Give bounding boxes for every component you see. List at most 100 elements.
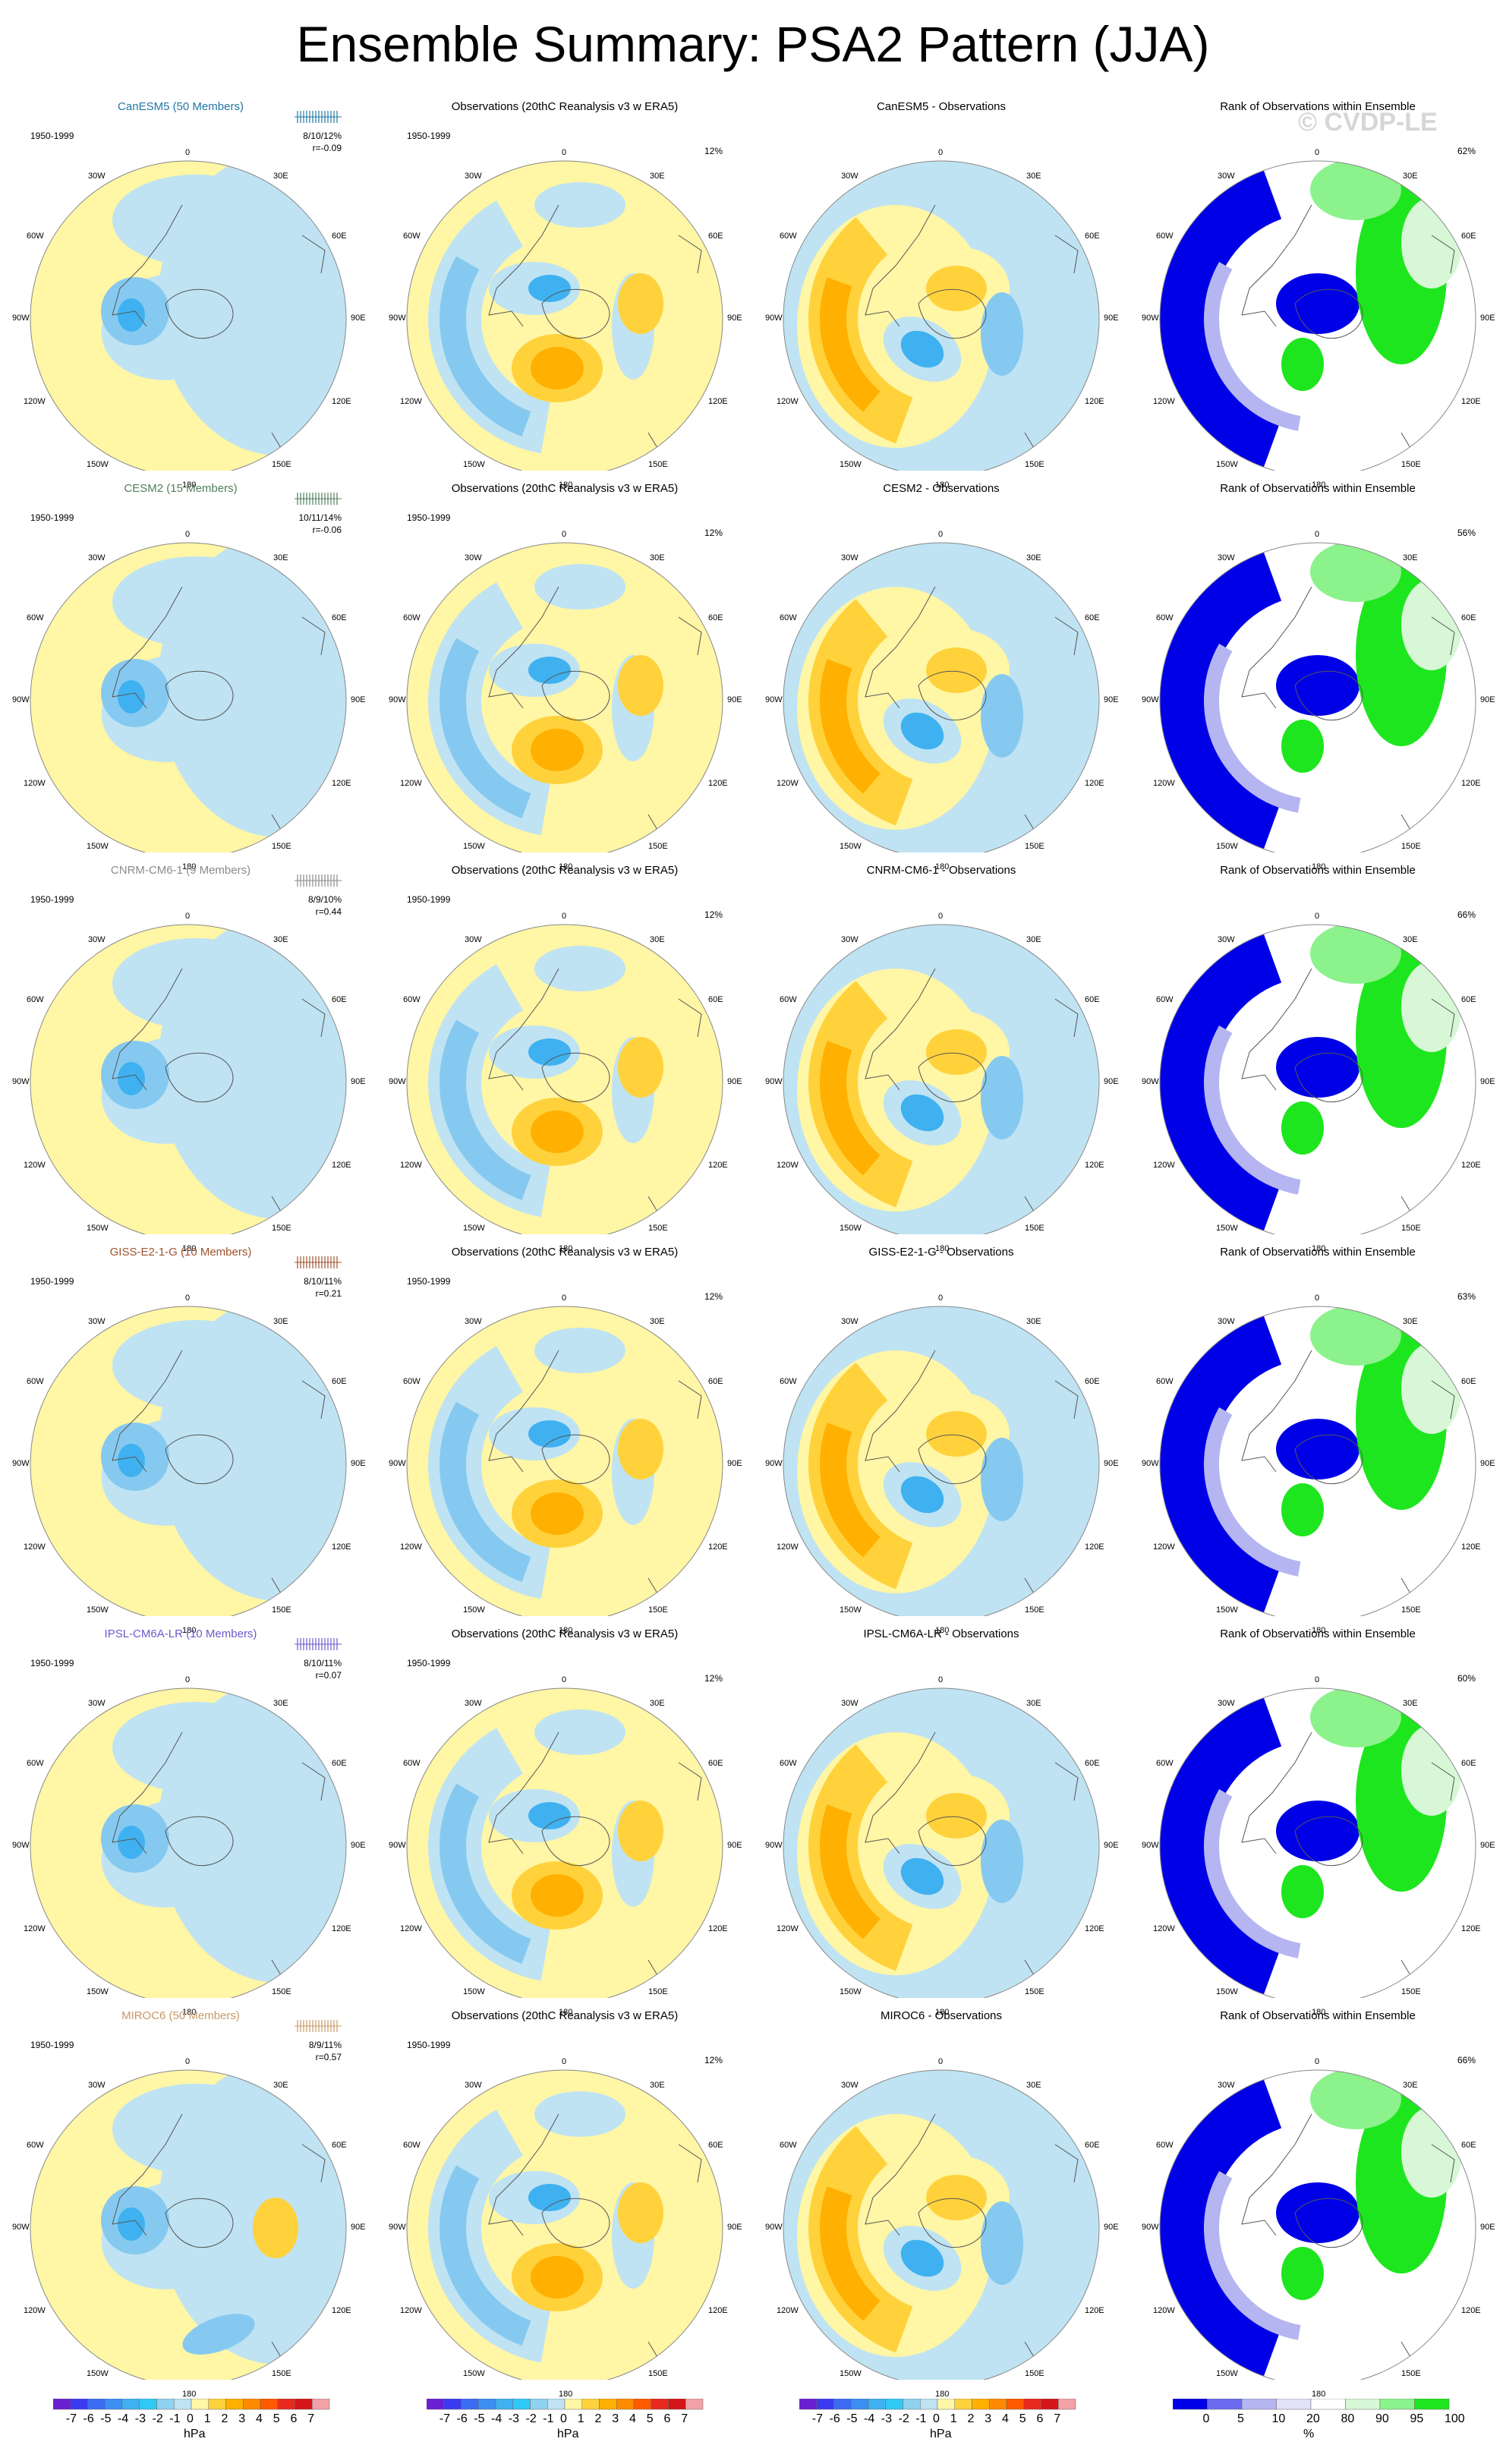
positive-anomaly-core (820, 659, 881, 794)
longitude-label: 30E (1026, 553, 1041, 563)
watermark: © CVDP-LE (1298, 108, 1438, 137)
longitude-label: 90E (1480, 1459, 1495, 1468)
longitude-label: 150E (272, 841, 291, 851)
panel-diff-row-2: CNRM-CM6-1 - Observations 0 180 90W 90E 30W 60… (753, 847, 1130, 1253)
longitude-label: 120E (1084, 1924, 1104, 1933)
negative-anomaly-region (534, 2091, 625, 2137)
longitude-label: 180 (1312, 2008, 1326, 2017)
coastline-africa (1431, 1762, 1455, 1801)
rank-high-region (1281, 720, 1324, 773)
obs-title: Observations (20thC Reanalysis v3 w ERA5… (451, 1246, 679, 1259)
colorbar-swatch (920, 2398, 938, 2410)
rank-low-band (1160, 932, 1282, 1233)
colorbar-tick-label: 3 (612, 2412, 619, 2425)
colorbar-tick-label: -1 (915, 2412, 927, 2425)
longitude-label: 60E (1084, 1377, 1100, 1386)
longitude-label: 120W (400, 779, 422, 788)
positive-anomaly-region (618, 655, 663, 716)
period-label: 1950-1999 (30, 1276, 74, 1287)
longitude-label: 90E (351, 2223, 366, 2232)
antarctica-outline (165, 1434, 234, 1485)
colorbar-svg (426, 2398, 704, 2410)
model-title: CNRM-CM6-1 (9 Members) (110, 864, 251, 877)
longitude-label: 150W (1216, 459, 1238, 469)
positive-anomaly-core (531, 1874, 584, 1917)
longitude-label: 120E (331, 1924, 351, 1933)
longitude-label: 90E (351, 1459, 366, 1468)
colorbar-swatch (260, 2398, 278, 2410)
panel-obs-row-4: Observations (20thC Reanalysis v3 w ERA5… (376, 1611, 753, 2017)
longitude-label: 150E (272, 2368, 291, 2378)
coastline-africa (301, 998, 326, 1038)
longitude-label: 150E (272, 459, 291, 469)
longitude-label: 180 (182, 1626, 197, 1635)
longitude-label: 90E (1480, 695, 1495, 704)
polar-map (783, 924, 1100, 1234)
longitude-label: 0 (938, 912, 944, 921)
negative-anomaly-core (900, 330, 944, 368)
negative-anomaly-core (118, 1444, 145, 1477)
coastline (1241, 2113, 1312, 2236)
longitude-label: 180 (182, 1244, 197, 1253)
longitude-label: 30W (1218, 2081, 1235, 2091)
polar-map (783, 2069, 1100, 2380)
colorbar-swatch (989, 2398, 1007, 2410)
longitude-label: 150W (463, 1605, 485, 1615)
longitude-label: 30W (1218, 1317, 1235, 1327)
map-border (406, 542, 723, 852)
longitude-label: 30W (465, 172, 482, 181)
colorbar-swatch (87, 2398, 106, 2410)
coastline-africa (1054, 1762, 1079, 1801)
colorbar-swatch (885, 2398, 903, 2410)
antarctica-outline (165, 670, 234, 721)
panel-model-row-2: CNRM-CM6-1 (9 Members) 1950-1999 8/9/10% r=… (0, 847, 376, 1253)
panel-obs-row-5: Observations (20thC Reanalysis v3 w ERA5… (376, 1993, 753, 2399)
percent-label: 66% (1457, 909, 1476, 920)
longitude-label: 150E (272, 1223, 291, 1233)
longitude-label: 120E (1460, 397, 1481, 406)
positive-anomaly-core (820, 2186, 881, 2321)
longitude-label: 90E (1480, 314, 1495, 323)
antarctica-outline (918, 1434, 987, 1485)
panel-obs-row-2: Observations (20thC Reanalysis v3 w ERA5… (376, 847, 753, 1253)
longitude-label: 120E (1460, 1924, 1481, 1933)
rank-high-region (1310, 2070, 1401, 2129)
rank-low-band (1160, 2078, 1282, 2378)
coastline-africa (678, 616, 702, 656)
longitude-label: 150E (1401, 1605, 1421, 1615)
longitude-label: 150W (840, 1987, 862, 1996)
positive-anomaly-region (618, 1037, 663, 1098)
colorbar-swatch (225, 2398, 244, 2410)
rank-band (1204, 1407, 1301, 1577)
longitude-label: 30W (841, 1699, 859, 1709)
rank-low-band (1160, 1696, 1282, 1996)
negative-anomaly-core (900, 1094, 944, 1132)
rank-high-region (1281, 338, 1324, 391)
negative-anomaly-region (534, 564, 625, 610)
longitude-label: 60W (403, 1377, 421, 1386)
colorbar-tick-label: 1 (577, 2412, 584, 2425)
model-title: GISS-E2-1-G (10 Members) (109, 1246, 252, 1259)
coastline (865, 586, 936, 709)
longitude-label: 120E (707, 1924, 728, 1933)
rank-title: Rank of Observations within Ensemble (1220, 864, 1416, 877)
longitude-label: 120W (777, 1161, 799, 1170)
longitude-label: 180 (559, 1626, 573, 1635)
negative-anomaly-core (900, 2239, 944, 2277)
longitude-label: 120W (24, 779, 46, 788)
longitude-label: 120E (331, 2306, 351, 2315)
longitude-label: 120W (24, 2306, 46, 2315)
longitude-label: 30E (1403, 553, 1418, 563)
coastline (865, 968, 936, 1091)
colorbar-swatch (616, 2398, 635, 2410)
polar-map (1159, 1306, 1476, 1616)
longitude-label: 0 (185, 2057, 191, 2066)
longitude-label: 60W (1156, 995, 1174, 1004)
coastline-africa (1431, 2144, 1455, 2183)
antarctica-outline (1294, 2198, 1363, 2248)
diff-title: MIROC6 - Observations (880, 2009, 1003, 2022)
rank-band (1204, 1026, 1301, 1195)
variance-stat: 8/9/11% (308, 2040, 342, 2050)
longitude-label: 180 (1312, 1244, 1326, 1253)
map-border (1159, 160, 1476, 471)
